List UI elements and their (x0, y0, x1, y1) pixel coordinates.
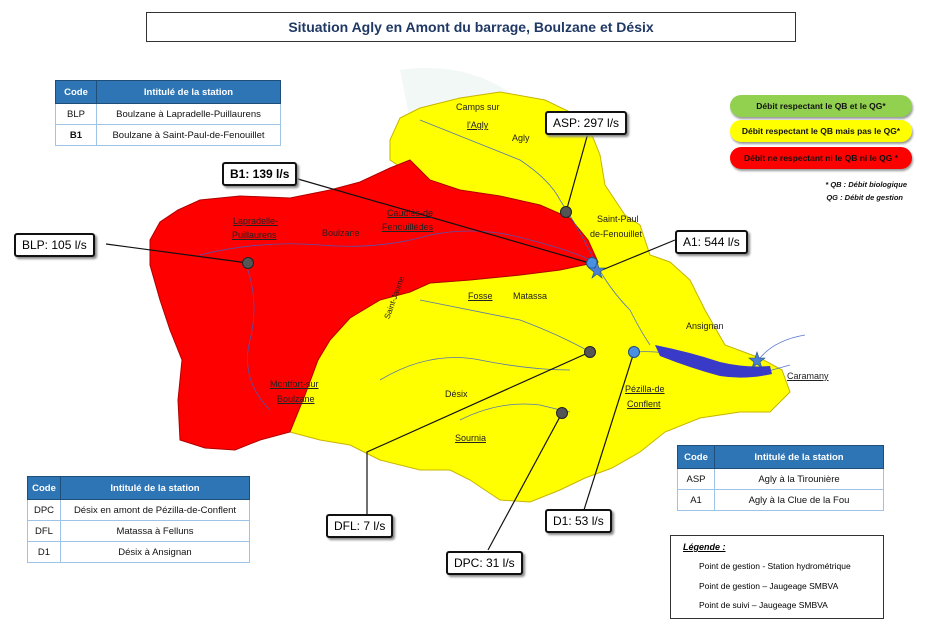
symbol-legend: Légende : Point de gestion - Station hyd… (670, 535, 884, 619)
d1-blue-point (628, 346, 640, 358)
label-lapradelle-line1: Lapradelle- (233, 216, 279, 226)
status-green-pill: Débit respectant le QB et le QG* (730, 95, 912, 117)
label-agly: Agly (512, 133, 530, 143)
reservoir (655, 345, 772, 378)
label-sournia: Sournia (455, 433, 487, 443)
status-yellow-pill: Débit respectant le QB mais pas le QG* (730, 120, 912, 142)
dfl-grey-point (584, 346, 596, 358)
label-caudies-line2: Fenouillèdes (382, 222, 434, 232)
col-header-name: Intitulé de la station (714, 445, 884, 469)
cell-code: DFL (27, 520, 61, 542)
region-red (149, 159, 599, 451)
dpc-flow-callout: DPC: 31 l/s (446, 551, 523, 575)
table-row: BLP Boulzane à Lapradelle-Puillaurens (55, 103, 281, 125)
label-matassa: Matassa (513, 291, 548, 301)
label-caudies-line1: Caudiès-de (387, 208, 434, 218)
legend-grey-label: Point de suivi – Jaugeage SMBVA (699, 600, 828, 610)
d1-flow-callout: D1: 53 l/s (545, 509, 612, 533)
legend-blue-label: Point de gestion – Jaugeage SMBVA (699, 581, 839, 591)
blp-grey-point (242, 257, 254, 269)
col-header-name: Intitulé de la station (96, 80, 281, 104)
desix-station-table: Code Intitulé de la station DPC Désix en a… (27, 476, 250, 563)
note-qg: QG : Débit de gestion (826, 193, 903, 202)
blp-flow-callout: BLP: 105 l/s (14, 233, 95, 257)
col-header-name: Intitulé de la station (60, 476, 250, 500)
table-row: ASP Agly à la Tirounière (677, 468, 884, 490)
cell-code: BLP (55, 103, 97, 125)
cell-code: A1 (677, 489, 715, 511)
table-row: DFL Matassa à Felluns (27, 520, 250, 542)
dfl-flow-callout: DFL: 7 l/s (326, 514, 394, 538)
table-row: B1 Boulzane à Saint-Paul-de-Fenouillet (55, 124, 281, 146)
b1-flow-callout: B1: 139 l/s (222, 162, 298, 186)
a1-star-icon (588, 261, 606, 279)
agly-station-table: Code Intitulé de la station ASP Agly à la … (677, 445, 884, 511)
cell-name: Boulzane à Lapradelle-Puillaurens (96, 103, 281, 125)
asp-flow-callout: ASP: 297 l/s (545, 111, 628, 135)
page-title: Situation Agly en Amont du barrage, Boul… (146, 12, 796, 42)
asp-grey-point (560, 206, 572, 218)
col-header-code: Code (55, 80, 97, 104)
table-row: DPC Désix en amont de Pézilla-de-Conflent (27, 499, 250, 521)
cell-name: Désix en amont de Pézilla-de-Conflent (60, 499, 250, 521)
label-montfort-line2: Boulzane (277, 394, 315, 404)
cell-name: Désix à Ansignan (60, 541, 250, 563)
table-row: A1 Agly à la Clue de la Fou (677, 489, 884, 511)
legend-star-label: Point de gestion - Station hydrométrique (699, 561, 851, 571)
label-stpaul-line2: de-Fenouillet (590, 229, 643, 239)
label-fosse: Fosse (468, 291, 493, 301)
cell-code: DPC (27, 499, 61, 521)
label-camps-line1: Camps sur (456, 102, 500, 112)
label-lapradelle-line2: Puillaurens (232, 230, 277, 240)
label-stpaul-line1: Saint-Paul (597, 214, 639, 224)
cell-name: Agly à la Tirounière (714, 468, 884, 490)
label-ansignan: Ansignan (686, 321, 724, 331)
col-header-code: Code (677, 445, 715, 469)
cell-code: ASP (677, 468, 715, 490)
status-red-pill: Débit ne respectant ni le QB ni le QG * (730, 147, 912, 169)
cell-code: B1 (55, 124, 97, 146)
boulzane-station-table: Code Intitulé de la station BLP Boulzane à… (55, 80, 281, 146)
table-row: D1 Désix à Ansignan (27, 541, 250, 563)
callout-lines (105, 132, 676, 551)
label-boulzane-river: Boulzane (322, 228, 360, 238)
label-caramany: Caramany (787, 371, 829, 381)
dam-star-icon (748, 351, 766, 369)
label-pezilla-line1: Pézilla-de (625, 384, 665, 394)
cell-name: Matassa à Felluns (60, 520, 250, 542)
note-qb: * QB : Débit biologique (825, 180, 907, 189)
label-pezilla-line2: Conflent (627, 399, 661, 409)
col-header-code: Code (27, 476, 61, 500)
cell-name: Boulzane à Saint-Paul-de-Fenouillet (96, 124, 281, 146)
legend-title: Légende : (683, 542, 726, 552)
rivers (199, 119, 806, 421)
label-montfort-line1: Montfort-sur (270, 379, 319, 389)
cell-code: D1 (27, 541, 61, 563)
label-desix-river: Désix (445, 389, 468, 399)
dpc-grey-point (556, 407, 568, 419)
label-camps-line2: l'Agly (467, 120, 489, 130)
a1-flow-callout: A1: 544 l/s (675, 230, 748, 254)
cell-name: Agly à la Clue de la Fou (714, 489, 884, 511)
